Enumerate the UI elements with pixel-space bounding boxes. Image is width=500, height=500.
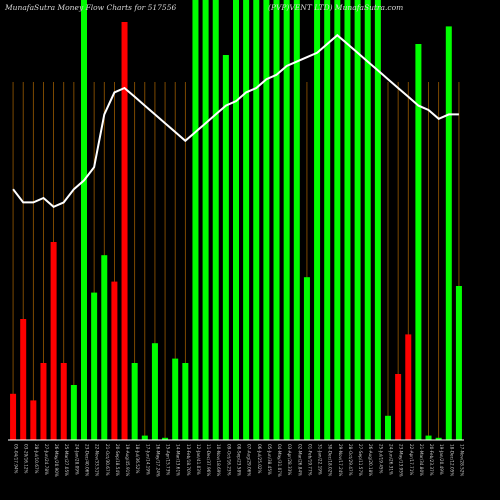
- bar: [192, 0, 199, 440]
- x-tick-label: 24-Jan/28.09%: [74, 444, 79, 475]
- bar: [293, 0, 300, 440]
- bar: [374, 0, 381, 440]
- x-tick-label: 18-Dec/12.05%: [449, 444, 454, 476]
- x-tick-label: 09-Oct/16.23%: [226, 444, 231, 476]
- money-flow-line: [12, 33, 459, 208]
- bar: [172, 358, 179, 440]
- x-tick-label: 24-Jun/26.31%: [389, 444, 394, 475]
- bar: [273, 0, 280, 440]
- x-tick-label: 20-Sep/18.54%: [115, 444, 120, 476]
- bar: [212, 0, 219, 440]
- x-tick-label: 19-Jan/20.49%: [439, 444, 444, 475]
- x-tick-label: 25-Jul/19.45%: [378, 444, 383, 474]
- bar: [263, 0, 270, 440]
- x-tick-label: 05-Jun/38.45%: [267, 444, 272, 475]
- bar: [283, 0, 290, 440]
- bar: [395, 374, 402, 440]
- bar: [101, 255, 108, 440]
- x-tick-label: 27-Jun/24.78%: [44, 444, 49, 475]
- chart-title: MunafaSutra Money Flow Charts for 517556: [4, 3, 176, 12]
- x-tick-label: 30-Dec/18.02%: [328, 444, 333, 476]
- x-tick-label: 07-Aug/29.06%: [247, 444, 252, 476]
- x-tick-labels: 05-04/17.94% 03-29/16.12% 28-Jul/10.67% 27-…: [14, 444, 465, 477]
- bar: [222, 55, 229, 440]
- x-tick-label: 28-Oct/29.47%: [348, 444, 353, 476]
- x-tick-label: 12-Jan/41.03%: [196, 444, 201, 475]
- x-tick-label: 29-Nov/17.24%: [338, 444, 343, 476]
- bar: [121, 22, 128, 440]
- bar: [435, 437, 442, 440]
- x-tick-label: 26-May/20.90%: [54, 444, 59, 477]
- bar: [303, 277, 310, 440]
- bar: [324, 0, 331, 440]
- bar: [20, 319, 27, 440]
- bar: [344, 0, 351, 440]
- x-tick-label: 22-Nov/33.51%: [95, 444, 100, 476]
- x-tick-label: 16-May/17.24%: [155, 444, 160, 477]
- bar: [162, 437, 169, 440]
- x-tick-label: 26-Aug/20.18%: [368, 444, 373, 476]
- bar: [202, 0, 209, 440]
- bar: [81, 0, 87, 440]
- bar: [10, 393, 17, 440]
- x-tick-label: 02-Mar/26.84%: [297, 444, 302, 476]
- bar: [141, 435, 148, 440]
- x-tick-label: 14-Mar/13.61%: [176, 444, 181, 476]
- bar: [70, 385, 77, 440]
- x-tick-label: 28-Jul/10.67%: [34, 444, 39, 474]
- x-tick-label: 21-Oct/30.67%: [105, 444, 110, 476]
- x-tick-label: 27-Sep/11.57%: [358, 444, 363, 476]
- bar: [233, 0, 239, 440]
- x-tick-label: 23-May/13.95%: [399, 444, 404, 477]
- bar: [364, 0, 371, 440]
- x-tick-label: 31-Jan/22.19%: [318, 444, 323, 475]
- bar: [50, 242, 57, 440]
- bar: [30, 400, 37, 440]
- bar: [314, 0, 321, 440]
- bar: [131, 363, 138, 440]
- x-tick-label: 22-Apr/17.71%: [409, 444, 414, 475]
- bar: [243, 0, 250, 440]
- x-tick-label: 20-Feb/23.37%: [429, 444, 434, 476]
- bar-series: [10, 0, 462, 441]
- bar: [91, 292, 98, 440]
- bar: [151, 343, 158, 440]
- bar: [182, 363, 189, 440]
- x-tick-label: 03-Apr/28.33%: [287, 444, 292, 475]
- x-tick-label: 17-Nov/28.52%: [459, 444, 464, 476]
- chart-subtitle: (PVP)VENT LTD) MunafaSutra.com: [268, 3, 403, 12]
- x-tick-label: 19-Aug/45.91%: [125, 444, 130, 476]
- bar: [40, 363, 47, 440]
- x-tick-label: 25-Mar/27.05%: [64, 444, 69, 476]
- bar: [455, 286, 462, 440]
- x-tick-label: 10-Nov/18.69%: [216, 444, 221, 476]
- bar: [405, 334, 412, 440]
- bar: [334, 0, 341, 440]
- x-tick-label: 13-Feb/18.70%: [186, 444, 191, 476]
- bar: [425, 435, 432, 440]
- bar: [415, 44, 422, 440]
- x-tick-label: 15-Apr/15.73%: [166, 444, 171, 475]
- x-tick-label: 01-Feb/19.77%: [307, 444, 312, 476]
- bar: [445, 26, 452, 441]
- x-tick-label: 11-Dec/37.96%: [206, 444, 211, 476]
- bar: [111, 281, 118, 440]
- bar: [385, 415, 391, 440]
- bar: [354, 0, 361, 440]
- x-tick-label: 21-Mar/34.80%: [419, 444, 424, 476]
- x-tick-label: 18-Jul/36.52%: [135, 444, 140, 474]
- x-tick-label: 04-May/31.07%: [277, 444, 282, 477]
- x-tick-label: 08-Sep/23.58%: [237, 444, 242, 476]
- x-tick-label: 06-Jul/25.02%: [257, 444, 262, 474]
- bar: [253, 0, 260, 440]
- x-tick-label: 23-Dec/40.06%: [85, 444, 90, 476]
- bar: [60, 363, 67, 440]
- x-tick-label: 03-29/16.12%: [24, 444, 29, 474]
- x-tick-label: 05-04/17.94%: [14, 444, 19, 474]
- x-tick-label: 17-Jun/14.19%: [145, 444, 150, 475]
